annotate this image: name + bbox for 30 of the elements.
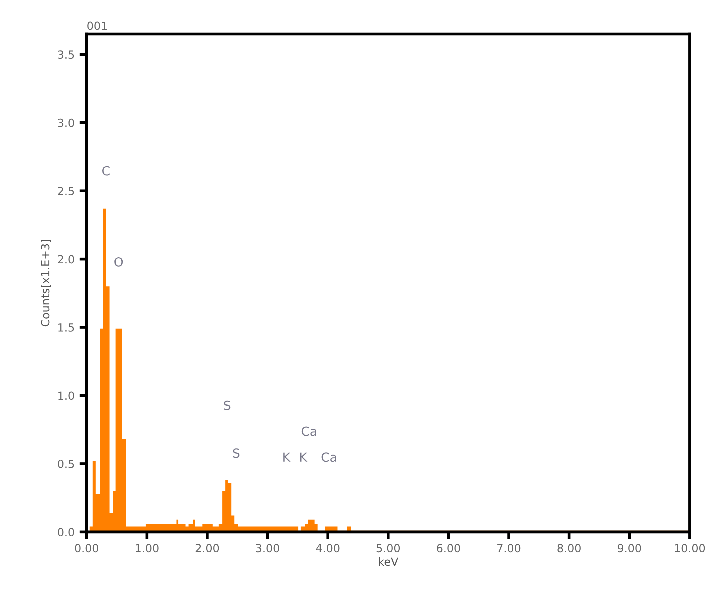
y-tick-label: 2.0 [58, 255, 74, 264]
x-tick-label: 6.00 [437, 544, 460, 553]
annotation: Ca [322, 452, 336, 462]
x-tick-label: 9.00 [618, 544, 642, 553]
annotation: S [233, 448, 240, 458]
x-axis-title: keV [379, 558, 399, 566]
x-tick-label: 4.00 [316, 544, 340, 553]
x-tick-label: 5.00 [376, 544, 400, 553]
y-tick-label: 0.0 [58, 528, 74, 537]
x-tick-label: 8.00 [558, 544, 581, 553]
y-tick-label: 0.5 [58, 460, 74, 468]
annotation: Ca [302, 426, 316, 436]
x-tick-label: 10.00 [675, 544, 706, 553]
x-tick-label: 0.00 [75, 544, 98, 553]
annotation: C [102, 166, 110, 176]
x-tick-label: 7.00 [498, 544, 521, 553]
y-tick-label: 2.5 [58, 187, 74, 196]
y-tick-label: 1.5 [58, 324, 74, 332]
x-tick-label: 2.00 [196, 544, 220, 553]
annotation: O [114, 257, 124, 267]
y-axis-title: Counts[x1.E+3] [41, 240, 51, 327]
chart-title: 001 [88, 22, 108, 30]
y-tick-label: 1.0 [58, 392, 74, 400]
x-tick-label: 1.00 [136, 544, 159, 553]
annotation: K [300, 452, 308, 462]
y-tick-label: 3.5 [58, 50, 74, 60]
y-tick-label: 3.0 [58, 118, 74, 128]
x-tick-label: 3.00 [256, 544, 280, 553]
annotation: K [284, 452, 291, 462]
annotation: S [224, 400, 231, 410]
